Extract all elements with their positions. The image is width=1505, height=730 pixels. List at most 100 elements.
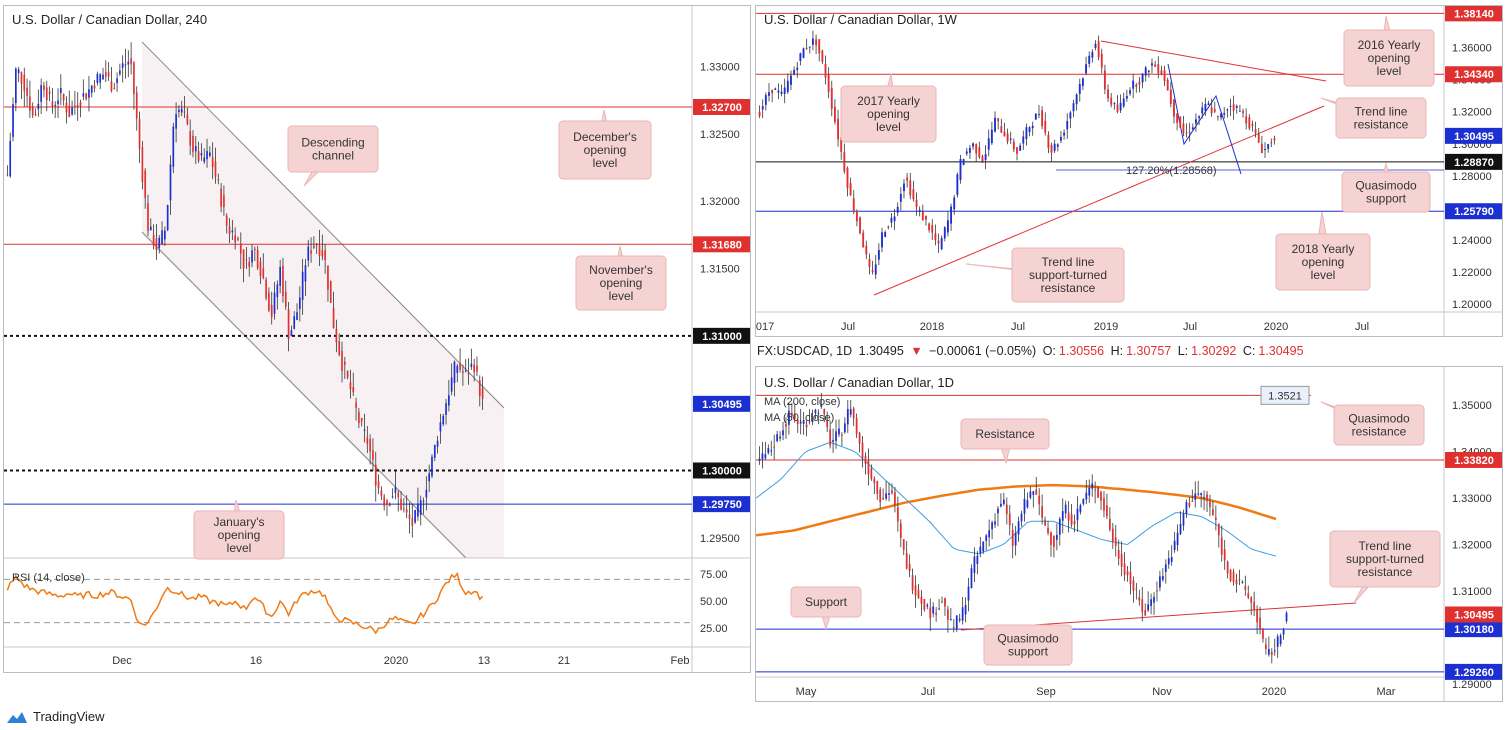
tradingview-logo[interactable]: TradingView (5, 709, 105, 724)
level-tag-text: 1.38140 (1454, 8, 1494, 20)
chart-d1-svg[interactable]: 1.350001.340001.330001.320001.310001.290… (756, 367, 1503, 702)
candle-body (248, 261, 251, 267)
callout-descending-channel-box (287, 125, 379, 173)
callout-descending-channel-text: channel (312, 149, 354, 163)
chart-panel-d1[interactable]: 1.350001.340001.330001.320001.310001.290… (755, 366, 1503, 702)
candle-body (141, 147, 144, 182)
callout-quasimodo-support-text: support (1366, 192, 1407, 206)
chart-h4-svg[interactable]: 1.330001.325001.320001.315001.310001.305… (4, 6, 751, 673)
candle-body (1248, 117, 1251, 129)
candle-body (1195, 119, 1197, 124)
candle-body (862, 232, 865, 248)
callout-trend-resistance-text: resistance (1354, 118, 1409, 132)
candle-body (1091, 483, 1094, 489)
candle-body (1107, 89, 1109, 99)
candle-body (372, 450, 374, 460)
candle-body (925, 215, 927, 220)
info-high-label: H: (1110, 344, 1124, 358)
candle-body (1270, 651, 1273, 655)
candle-body (1273, 650, 1276, 652)
candle-body (1226, 109, 1229, 111)
candle-body (1056, 144, 1059, 147)
candle-body (335, 328, 338, 343)
candle-body (459, 363, 461, 370)
candle-body (1176, 532, 1179, 546)
candle-body (315, 244, 318, 246)
x-tick-label: Jul (841, 321, 855, 333)
candle-body (1103, 70, 1106, 90)
candle-body (1279, 635, 1282, 645)
chart-panel-w1[interactable]: 1.360001.340001.320001.300001.280001.260… (755, 5, 1503, 337)
candle-body (45, 87, 48, 101)
candle-body (896, 507, 899, 522)
candle-body (341, 350, 343, 372)
candle-body (453, 361, 456, 383)
candle-body (186, 114, 189, 124)
candle-body (1257, 133, 1260, 143)
info-low-label: L: (1177, 344, 1189, 358)
candle-body (934, 233, 937, 241)
x-tick-label: May (796, 686, 817, 698)
candle-body (1072, 103, 1075, 112)
candle-body (287, 309, 290, 340)
candle-body (332, 307, 335, 329)
candle-body (1117, 549, 1120, 559)
candle-body (93, 85, 96, 89)
candle-body (62, 93, 65, 101)
logo-text: TradingView (33, 709, 105, 724)
candle-body (768, 92, 770, 96)
candle-body (967, 586, 970, 601)
callout-quasimodo-support-text: Quasimodo (997, 632, 1059, 646)
candle-body (764, 94, 767, 105)
candle-body (1025, 127, 1028, 139)
candle-body (903, 183, 905, 192)
level-tag (1445, 66, 1502, 83)
candle-body (840, 136, 843, 152)
chart-panel-h4[interactable]: 1.330001.325001.320001.315001.310001.305… (3, 5, 751, 673)
candle-body (1260, 144, 1263, 153)
y-tick-label: 1.32000 (1452, 107, 1492, 119)
candle-body (950, 206, 953, 224)
candle-body (826, 421, 829, 428)
candle-body (31, 107, 34, 116)
candle-body (329, 280, 332, 303)
candle-body (1188, 502, 1191, 507)
candle-body (338, 341, 341, 355)
candle-body (1185, 502, 1188, 514)
candle-body (905, 553, 908, 569)
candle-body (307, 246, 310, 261)
candle-body (1276, 636, 1279, 647)
candle-body (82, 93, 85, 97)
candle-body (1047, 134, 1050, 149)
candle-body (1113, 103, 1116, 105)
candle-body (770, 450, 773, 452)
candle-body (1050, 532, 1052, 545)
candle-body (818, 39, 821, 54)
candle-body (419, 500, 422, 515)
candle-body (820, 404, 823, 407)
level-tag (693, 236, 750, 253)
ma200-line (756, 483, 1277, 537)
candle-body (1253, 601, 1256, 611)
candle-body (985, 535, 988, 541)
candle-body (1038, 113, 1040, 115)
y-tick-label: 1.31000 (1452, 586, 1492, 598)
candle-body (802, 420, 805, 424)
candle-body (817, 413, 820, 415)
info-open-label: O: (1042, 344, 1056, 358)
candle-body (873, 478, 876, 484)
callout-quasimodo-support-box (983, 624, 1073, 666)
candle-body (270, 304, 273, 318)
callout-december-open-box (558, 120, 652, 180)
candle-body (988, 530, 991, 538)
candle-body (1198, 116, 1201, 119)
candle-body (377, 481, 380, 489)
candle-body (917, 589, 920, 598)
candle-body (968, 147, 971, 153)
candle-body (1167, 558, 1170, 565)
candle-body (234, 235, 237, 243)
candle-body (79, 102, 82, 106)
chart-w1-svg[interactable]: 1.360001.340001.320001.300001.280001.260… (756, 6, 1503, 337)
candle-body (1163, 70, 1166, 82)
candle-body (481, 388, 484, 399)
